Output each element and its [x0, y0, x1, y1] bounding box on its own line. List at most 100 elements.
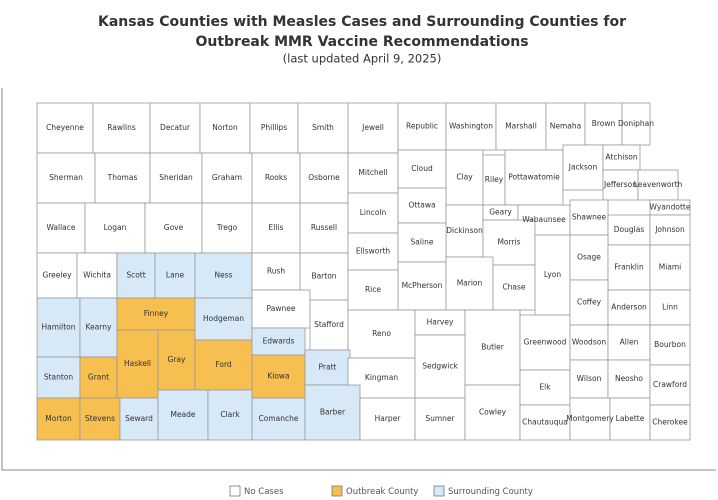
county-label: Phillips	[261, 123, 287, 132]
county-label: Ford	[215, 360, 232, 369]
county-label: Butler	[481, 343, 505, 352]
county-label: Gray	[168, 355, 186, 364]
county-label: Cherokee	[652, 418, 688, 427]
title: Kansas Counties with Measles Cases and S…	[98, 14, 626, 30]
county	[36, 356, 81, 399]
county-label: Morris	[497, 238, 520, 247]
county-label: Jackson	[568, 163, 598, 172]
county-label: Brown	[592, 119, 616, 128]
county-label: Reno	[372, 329, 391, 338]
county-label: Cloud	[411, 164, 433, 173]
county	[569, 324, 609, 361]
county-label: Osborne	[308, 173, 340, 182]
county	[649, 289, 691, 326]
county-label: Crawford	[653, 380, 687, 389]
county-label: Pottawatomie	[508, 173, 560, 182]
county	[36, 102, 94, 154]
county-label: Trego	[216, 223, 238, 232]
county	[249, 102, 299, 154]
county-label: Meade	[170, 410, 195, 419]
county-label: Comanche	[259, 414, 299, 423]
county	[347, 152, 399, 194]
county-label: Shawnee	[572, 213, 607, 222]
county	[194, 339, 253, 391]
county	[649, 404, 691, 441]
county	[36, 152, 96, 204]
county-label: Cowley	[479, 408, 507, 417]
county-label: Anderson	[611, 303, 647, 312]
county-label: Neosho	[615, 374, 643, 383]
county-label: Montgomery	[566, 414, 614, 423]
county	[569, 359, 609, 399]
county-label: Clay	[456, 173, 473, 182]
county-label: Stanton	[44, 373, 74, 382]
county	[649, 214, 691, 246]
legend: No Cases Outbreak County Surrounding Count…	[229, 485, 533, 497]
county-label: Hodgeman	[203, 314, 244, 323]
county-label: Nemaha	[550, 122, 581, 131]
county	[607, 359, 651, 399]
county	[157, 329, 196, 391]
county	[251, 354, 306, 399]
county-label: Harvey	[427, 318, 454, 327]
county-label: Graham	[212, 173, 242, 182]
county	[445, 149, 484, 206]
county	[445, 102, 497, 151]
county	[154, 252, 196, 299]
county-label: Johnson	[654, 225, 685, 234]
county-label: Marshall	[505, 122, 537, 131]
county	[464, 309, 521, 386]
county-label: Ottawa	[408, 201, 435, 210]
county	[464, 384, 521, 441]
county	[649, 324, 691, 366]
county	[359, 397, 416, 441]
county-label: Riley	[485, 175, 504, 184]
county-label: Chase	[502, 283, 525, 292]
county-label: Jewell	[361, 123, 384, 132]
county-label: Geary	[489, 208, 512, 217]
county-label: Dickinson	[446, 226, 483, 235]
county-label: Pratt	[319, 363, 337, 372]
county-label: Stafford	[314, 320, 344, 329]
county-label: Leavenworth	[634, 180, 683, 189]
county-label: Rush	[267, 267, 286, 276]
county-label: Haskell	[124, 359, 151, 368]
county-label: Pawnee	[267, 304, 296, 313]
county	[607, 244, 651, 291]
county	[607, 214, 651, 246]
county	[495, 102, 547, 151]
county	[569, 279, 609, 326]
county	[116, 329, 159, 399]
county-label: Kiowa	[267, 372, 289, 381]
county	[297, 102, 349, 154]
county-label: Lane	[166, 271, 185, 280]
county-label: Woodson	[572, 338, 606, 347]
county-label: Greeley	[42, 271, 72, 280]
county	[304, 384, 361, 441]
county	[36, 397, 81, 441]
county-label: Linn	[662, 303, 678, 312]
county-label: Smith	[312, 123, 334, 132]
county-label: Wyandotte	[650, 203, 691, 212]
county	[519, 404, 571, 441]
legend-swatch	[433, 485, 445, 497]
county	[157, 389, 209, 441]
county-label: Bourbon	[654, 340, 686, 349]
county	[519, 369, 571, 406]
county	[397, 222, 447, 263]
county-label: Atchison	[605, 153, 637, 162]
legend-swatch	[331, 485, 343, 497]
county-labels: Cheyenne Rawlins Decatur Norton Phillips Smit…	[42, 119, 691, 427]
county-label: Miami	[659, 263, 682, 272]
county-label: Seward	[125, 414, 153, 423]
county-label: Labette	[616, 414, 645, 423]
county	[144, 202, 203, 254]
county-label: Jefferson	[603, 180, 637, 189]
county-label: Doniphan	[618, 119, 654, 128]
county-label: Thomas	[107, 173, 138, 182]
county	[116, 252, 156, 299]
county-label: Morton	[45, 414, 72, 423]
county-label: Kingman	[365, 373, 398, 382]
county-label: Barber	[320, 408, 346, 417]
county-label: Decatur	[160, 123, 191, 132]
